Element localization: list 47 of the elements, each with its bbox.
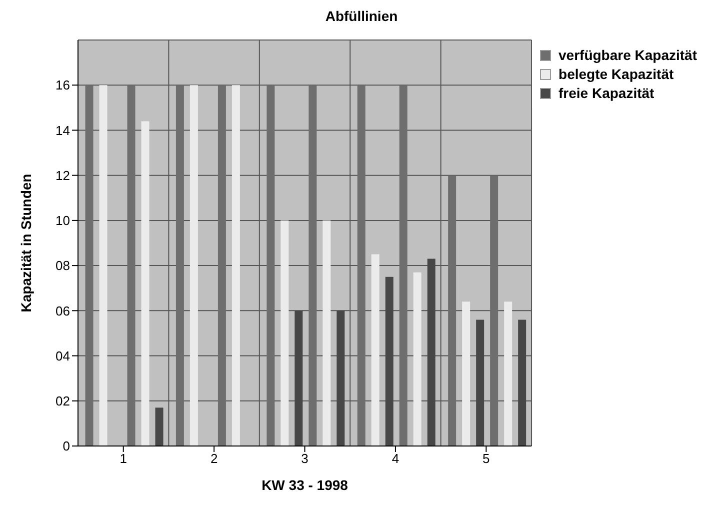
bar bbox=[141, 121, 150, 446]
bar bbox=[518, 320, 526, 446]
bar bbox=[127, 85, 136, 446]
bar bbox=[490, 175, 498, 446]
y-tick-label: 02 bbox=[56, 394, 70, 409]
x-tick-label: 3 bbox=[301, 451, 308, 466]
chart-title: Abfüllinien bbox=[324, 8, 399, 26]
y-tick-label: 04 bbox=[56, 348, 70, 364]
y-tick-label: 16 bbox=[56, 78, 70, 93]
bar bbox=[232, 85, 240, 446]
bar bbox=[280, 220, 289, 446]
y-tick-label: 06 bbox=[56, 303, 70, 318]
bar bbox=[176, 85, 184, 446]
bar bbox=[476, 320, 484, 446]
legend-label: belegte Kapazität bbox=[558, 66, 675, 82]
bar bbox=[427, 258, 436, 446]
bar bbox=[357, 85, 366, 446]
bar bbox=[462, 302, 470, 446]
bar bbox=[190, 85, 198, 446]
bar bbox=[99, 85, 108, 446]
bar bbox=[385, 276, 394, 446]
bar bbox=[448, 175, 456, 446]
bar bbox=[218, 85, 226, 446]
bar bbox=[413, 272, 422, 446]
x-tick-label: 5 bbox=[482, 451, 490, 466]
legend-label: freie Kapazität bbox=[558, 85, 656, 101]
y-tick-label: 08 bbox=[56, 258, 70, 274]
legend-label: verfügbare Kapazität bbox=[558, 47, 697, 63]
bar bbox=[399, 85, 408, 446]
bar bbox=[294, 310, 303, 446]
y-tick-label: 12 bbox=[56, 168, 70, 183]
y-tick-label: 0 bbox=[62, 438, 70, 454]
bar bbox=[308, 85, 317, 446]
y-tick-label: 14 bbox=[56, 122, 70, 138]
y-tick-label: 10 bbox=[56, 213, 70, 228]
x-axis-title: KW 33 - 1998 bbox=[262, 477, 348, 493]
bar bbox=[336, 310, 345, 446]
x-tick-label: 2 bbox=[210, 451, 218, 466]
bar bbox=[322, 220, 331, 446]
bar bbox=[85, 85, 94, 446]
bar bbox=[504, 302, 512, 446]
bar bbox=[371, 254, 380, 446]
x-tick-label: 1 bbox=[120, 451, 127, 466]
y-axis-title: Kapazität in Stunden bbox=[18, 174, 34, 312]
bar bbox=[266, 85, 275, 446]
bar bbox=[155, 408, 164, 446]
x-tick-label: 4 bbox=[392, 451, 400, 466]
